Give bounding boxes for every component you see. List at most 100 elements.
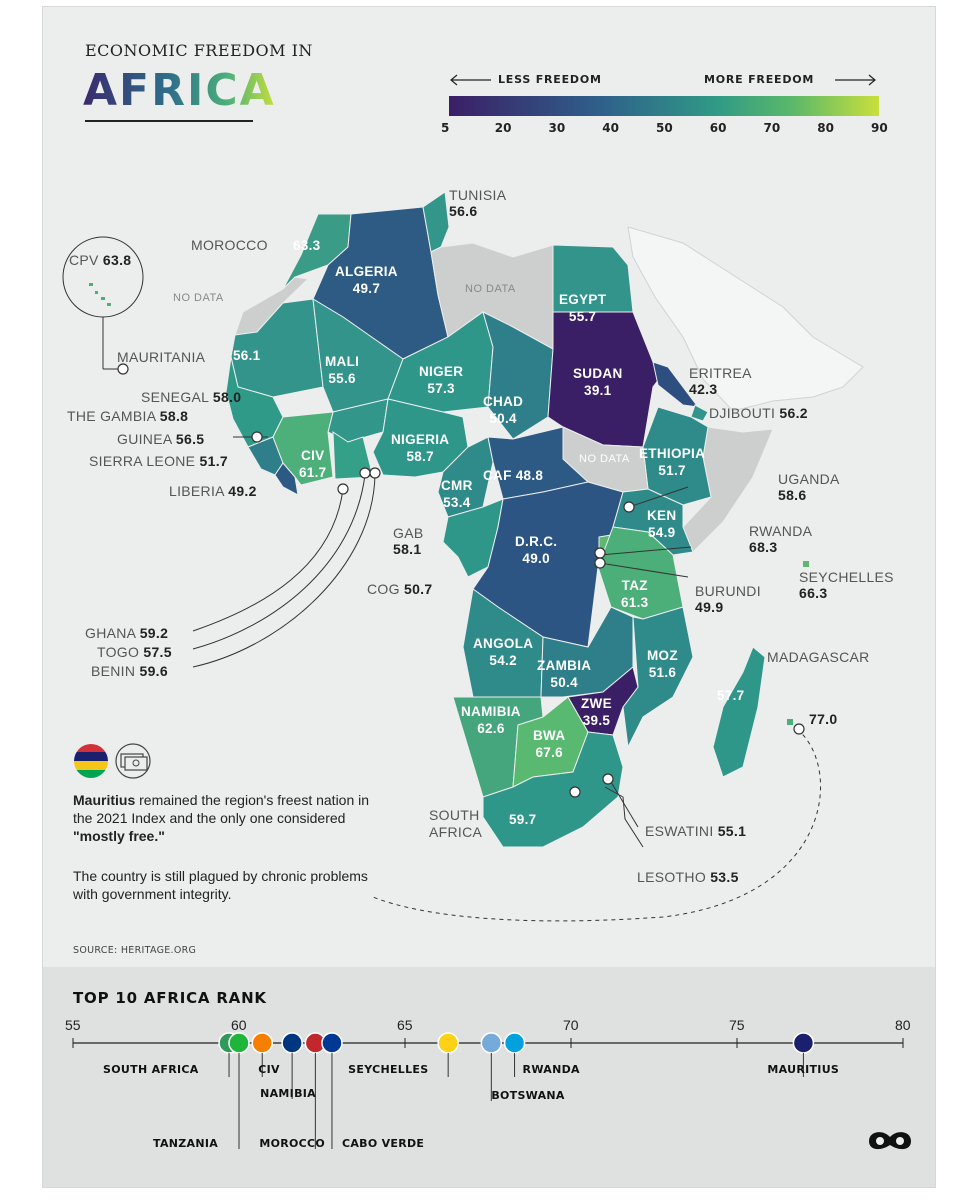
- south-sudan-nodata: NO DATA: [579, 453, 630, 465]
- region-chad: [482, 311, 554, 440]
- rank-label: TANZANIA: [153, 1137, 219, 1150]
- cmr-label: CMR 53.4: [441, 478, 473, 510]
- note-icons: [74, 743, 151, 779]
- legend-tick: 40: [602, 121, 619, 135]
- algeria-label: ALGERIA 49.7: [335, 264, 398, 296]
- region-mauritius: [787, 719, 793, 725]
- benin-label: BENIN 59.6: [91, 663, 168, 679]
- eritrea-label: ERITREA 42.3: [689, 365, 752, 397]
- kenya-label: KEN 54.9: [647, 508, 677, 540]
- legend-color-bar: [449, 96, 879, 116]
- senegal-label: SENEGAL 58.0: [141, 389, 242, 405]
- region-eritrea: [652, 361, 700, 408]
- ethiopia-label: ETHIOPIA 51.7: [639, 446, 706, 478]
- infographic-page: ECONOMIC FREEDOM IN AFRICA LESS FREEDOM …: [42, 6, 936, 1188]
- region-south-africa: [482, 731, 624, 848]
- rank-axis-tick-label: 55: [65, 1017, 81, 1033]
- region-drc: [472, 481, 624, 648]
- mauritius-note-p1: Mauritius remained the region's freest n…: [73, 792, 370, 844]
- legend-tick: 20: [494, 121, 512, 135]
- legend-tick: 60: [709, 121, 727, 135]
- mauritania-score: 56.1: [233, 348, 261, 363]
- rank-axis-tick-label: 70: [563, 1017, 579, 1033]
- legend-more-label: MORE FREEDOM: [704, 73, 815, 86]
- egypt-label: EGYPT 55.7: [559, 292, 607, 324]
- top10-rank-panel: [43, 967, 935, 1187]
- western-sahara-nodata: NO DATA: [173, 292, 224, 304]
- rank-label: NAMIBIA: [260, 1087, 316, 1100]
- tanzania-label: TAZ 61.3: [621, 578, 649, 610]
- middle-east-outline: [627, 226, 864, 412]
- namibia-label: NAMIBIA 62.6: [461, 704, 521, 736]
- chad-label: CHAD 50.4: [483, 394, 524, 426]
- rank-axis-tick-label: 80: [895, 1017, 911, 1033]
- rank-title: TOP 10 AFRICA RANK: [73, 989, 267, 1007]
- region-madagascar: [712, 646, 766, 778]
- rank-axis-tick-label: 75: [729, 1017, 745, 1033]
- morocco-name: MOROCCO: [191, 237, 268, 253]
- region-cameroon: [437, 436, 494, 518]
- region-sudan: [547, 311, 669, 448]
- burundi-label: BURUNDI 49.9: [695, 583, 761, 615]
- rank-axis-tick-label: 65: [397, 1017, 413, 1033]
- zambia-label: ZAMBIA 50.4: [537, 658, 592, 690]
- ghana-label: GHANA 59.2: [85, 625, 169, 641]
- rank-label: SOUTH AFRICA: [103, 1063, 199, 1076]
- region-djibouti: [690, 404, 709, 422]
- djibouti-label: DJIBOUTI 56.2: [709, 405, 808, 421]
- lesotho-label: LESOTHO 53.5: [637, 869, 739, 885]
- south-africa-name: SOUTH AFRICA: [429, 807, 483, 840]
- gambia-label: THE GAMBIA 58.8: [67, 408, 189, 424]
- legend-tick: 70: [763, 121, 781, 135]
- sudan-label: SUDAN 39.1: [573, 366, 623, 398]
- legend-graphic: [449, 74, 879, 116]
- liberia-label: LIBERIA 49.2: [169, 483, 257, 499]
- cpv-label: CPV 63.8: [69, 252, 132, 268]
- africa-map: [62, 191, 864, 922]
- mauritius-note-p2: The country is still plagued by chronic …: [73, 868, 368, 902]
- region-liberia: [274, 462, 299, 496]
- mozambique-label: MOZ 51.6: [647, 648, 678, 680]
- rank-label: BOTSWANA: [491, 1089, 565, 1102]
- botswana-label: BWA 67.6: [533, 728, 566, 760]
- gab-label: GAB 58.1: [393, 525, 424, 557]
- mauritania-name: MAURITANIA: [117, 349, 206, 365]
- rank-point-tanzania: [228, 1032, 250, 1054]
- region-tunisia: [422, 191, 450, 253]
- title-underline: [85, 120, 253, 122]
- rank-point-botswana: [480, 1032, 503, 1054]
- nigeria-label: NIGERIA 58.7: [391, 432, 450, 464]
- mauritius-flag-icon: [74, 744, 108, 778]
- rank-axis-tick-label: 60: [231, 1017, 247, 1033]
- region-seychelles: [803, 561, 809, 567]
- mauritius-dashed-leader: [372, 728, 821, 922]
- sierra-leone-label: SIERRA LEONE 51.7: [89, 453, 228, 469]
- guinea-label: GUINEA 56.5: [117, 431, 205, 447]
- libya-nodata: NO DATA: [465, 283, 516, 295]
- rank-point-seychelles: [437, 1032, 459, 1054]
- rank-point-civ: [251, 1032, 273, 1054]
- legend-less-label: LESS FREEDOM: [498, 73, 602, 86]
- rank-point-cabo-verde: [321, 1032, 343, 1054]
- caf-label: CAF 48.8: [483, 468, 544, 483]
- tunisia-label: TUNISIA 56.6: [449, 187, 507, 219]
- mauritius-score: 77.0: [809, 711, 838, 727]
- madagascar-score: 57.7: [717, 688, 745, 703]
- uganda-label: UGANDA 58.6: [778, 471, 840, 503]
- eswatini-label: ESWATINI 55.1: [645, 823, 747, 839]
- madagascar-name: MADAGASCAR: [767, 649, 870, 665]
- region-ghana-togo-benin: [332, 431, 374, 480]
- rank-label: CIV: [258, 1063, 280, 1076]
- rwanda-label: RWANDA 68.3: [749, 523, 813, 555]
- togo-label: TOGO 57.5: [97, 644, 172, 660]
- south-africa-score: 59.7: [509, 812, 537, 827]
- rank-point-namibia: [281, 1032, 303, 1054]
- angola-label: ANGOLA 54.2: [473, 636, 534, 668]
- legend-tick: 80: [817, 121, 834, 135]
- rank-label: CABO VERDE: [341, 1137, 425, 1150]
- rank-label: SEYCHELLES: [348, 1063, 429, 1076]
- rank-label: MAURITIUS: [767, 1063, 840, 1076]
- seychelles-label: SEYCHELLES 66.3: [799, 569, 894, 601]
- rank-label: RWANDA: [522, 1063, 580, 1076]
- mali-label: MALI 55.6: [325, 354, 360, 386]
